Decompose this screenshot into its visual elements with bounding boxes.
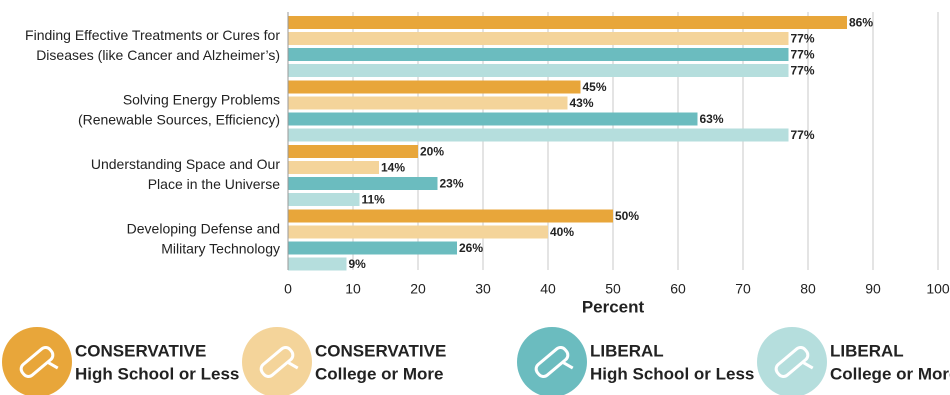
value-label: 26% [459,241,483,255]
x-tick-label: 50 [605,281,621,297]
bar [288,32,789,45]
value-label: 77% [791,128,815,142]
x-tick-label: 60 [670,281,686,297]
category-label: Diseases (like Cancer and Alzheimer’s) [36,47,280,63]
diploma [259,346,295,378]
x-tick-label: 80 [800,281,816,297]
x-tick-label: 30 [475,281,491,297]
x-axis-title: Percent [582,297,645,316]
category-label: Place in the Universe [148,176,281,192]
x-tick-label: 40 [540,281,556,297]
x-tick-label: 90 [865,281,881,297]
bar [288,257,347,271]
value-label: 63% [700,112,724,126]
bar [288,161,379,174]
legend-icon [259,346,299,378]
bar [288,209,613,223]
legend-label: College or More [830,364,950,383]
bar [288,64,789,77]
bar [288,96,568,110]
value-label: 43% [570,96,594,110]
bar [288,128,789,142]
bar [288,16,847,29]
x-tick-label: 70 [735,281,751,297]
diploma-ribbon [286,360,299,370]
value-label: 23% [440,177,464,191]
x-tick-label: 20 [410,281,426,297]
category-label: Finding Effective Treatments or Cures fo… [25,27,280,43]
value-label: 20% [420,145,444,159]
category-label: Understanding Space and Our [91,156,280,172]
value-label: 77% [791,32,815,46]
x-tick-label: 10 [345,281,361,297]
bar [288,80,581,94]
legend-label: High School or Less [590,364,754,383]
bar [288,145,418,158]
value-label: 40% [550,225,574,239]
value-label: 45% [583,80,607,94]
bar [288,225,548,239]
category-label: (Renewable Sources, Efficiency) [78,112,280,128]
legend-icon [774,346,814,378]
diploma-ribbon [801,360,814,370]
diploma [534,346,570,378]
legend-label: LIBERAL [830,341,904,360]
bar [288,193,360,206]
legend-swatch [517,327,587,395]
value-label: 86% [849,16,873,30]
value-label: 77% [791,48,815,62]
value-label: 11% [362,193,386,207]
value-label: 14% [381,161,405,175]
category-label: Developing Defense and [127,221,280,237]
category-label: Military Technology [161,241,280,257]
category-label: Solving Energy Problems [123,92,280,108]
value-label: 50% [615,209,639,223]
x-tick-label: 100 [926,281,950,297]
legend-icon [19,346,59,378]
bar [288,241,457,255]
legend-swatch [242,327,312,395]
diploma-ribbon [561,360,574,370]
diploma [774,346,810,378]
legend-label: High School or Less [75,364,239,383]
diploma-ribbon [46,360,59,370]
bar [288,177,438,190]
legend-label: CONSERVATIVE [315,341,446,360]
legend-label: CONSERVATIVE [75,341,206,360]
legend-icon [534,346,574,378]
legend-swatch [2,327,72,395]
legend-label: LIBERAL [590,341,664,360]
legend-swatch [757,327,827,395]
legend-label: College or More [315,364,443,383]
value-label: 77% [791,64,815,78]
diploma [19,346,55,378]
x-tick-label: 0 [284,281,292,297]
bar [288,48,789,61]
value-label: 9% [349,257,367,271]
bar [288,112,698,126]
